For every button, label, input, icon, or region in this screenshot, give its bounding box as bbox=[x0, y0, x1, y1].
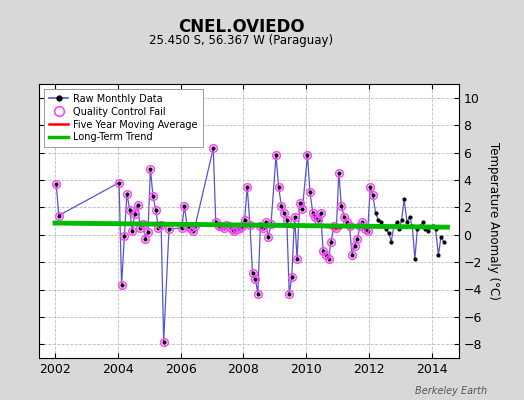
Text: CNEL.OVIEDO: CNEL.OVIEDO bbox=[178, 18, 304, 36]
Text: Berkeley Earth: Berkeley Earth bbox=[415, 386, 487, 396]
Y-axis label: Temperature Anomaly (°C): Temperature Anomaly (°C) bbox=[487, 142, 500, 300]
Legend: Raw Monthly Data, Quality Control Fail, Five Year Moving Average, Long-Term Tren: Raw Monthly Data, Quality Control Fail, … bbox=[44, 89, 203, 147]
Text: 25.450 S, 56.367 W (Paraguay): 25.450 S, 56.367 W (Paraguay) bbox=[149, 34, 333, 47]
